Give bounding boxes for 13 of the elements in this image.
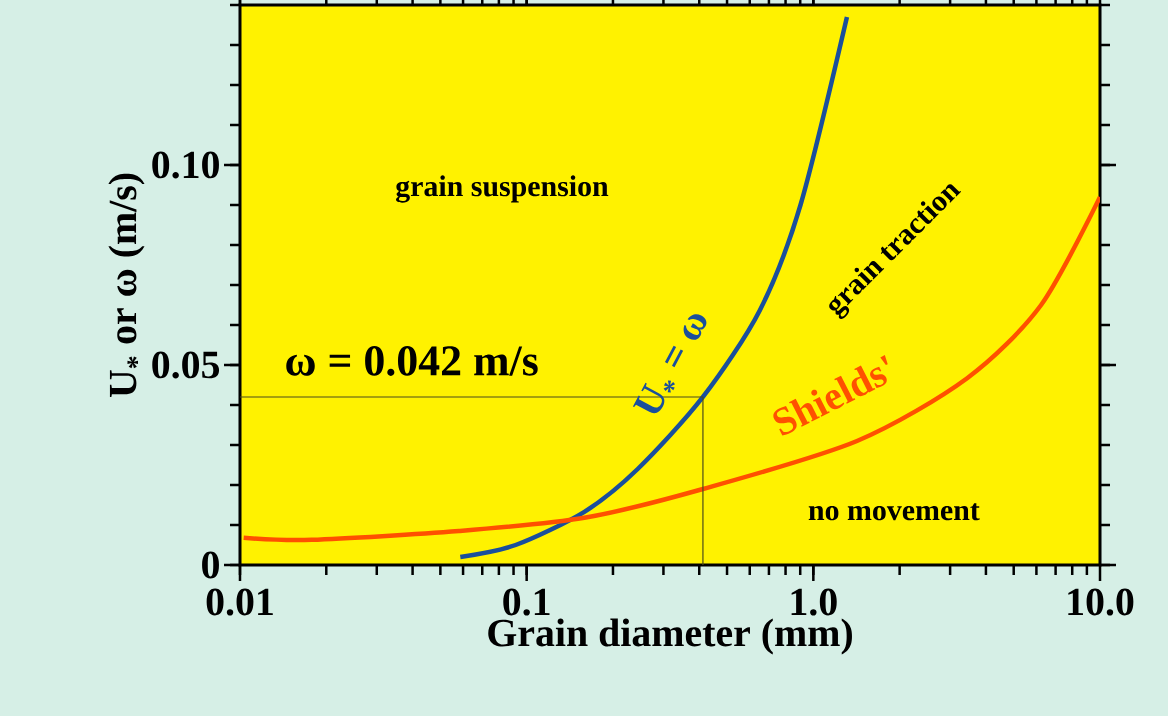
- annotation: grain suspension: [396, 175, 609, 203]
- x-tick-label: 0.01: [206, 588, 273, 616]
- x-axis-title: Grain diameter (mm): [488, 618, 852, 655]
- y-tick-label: 0.10: [152, 151, 219, 179]
- x-tick-label: 0.1: [503, 588, 550, 616]
- annotation: no movement: [808, 503, 980, 521]
- annotation: ω = 0.042 m/s: [286, 346, 538, 376]
- x-tick-label: 10.0: [1068, 588, 1134, 616]
- x-tick-label: 1.0: [791, 588, 837, 616]
- y-axis-title: U$_{*}$ or ω (m/s): [108, 173, 145, 398]
- y-tick-label: 0: [202, 551, 219, 579]
- text: U$_{*}$ = ω: [632, 314, 707, 414]
- y-tick-label: 0.05: [152, 351, 220, 379]
